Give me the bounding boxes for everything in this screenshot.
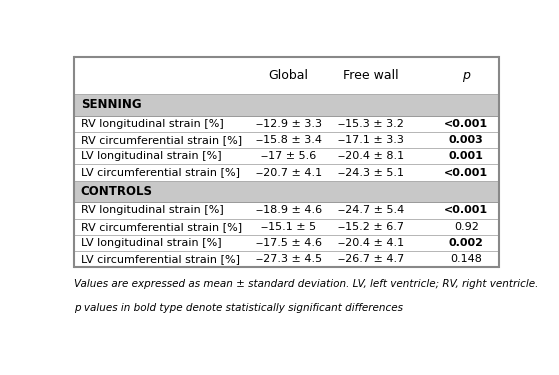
Bar <box>74 148 499 165</box>
Text: 0.001: 0.001 <box>449 152 484 161</box>
Text: ‒15.3 ± 3.2: ‒15.3 ± 3.2 <box>338 119 404 129</box>
Text: LV circumferential strain [%]: LV circumferential strain [%] <box>80 254 240 264</box>
Bar <box>74 251 499 267</box>
Text: ‒17 ± 5.6: ‒17 ± 5.6 <box>261 152 316 161</box>
Text: ‒17.5 ± 4.6: ‒17.5 ± 4.6 <box>255 238 321 248</box>
Text: ‒24.7 ± 5.4: ‒24.7 ± 5.4 <box>338 206 404 216</box>
Text: ‒12.9 ± 3.3: ‒12.9 ± 3.3 <box>255 119 321 129</box>
Bar <box>74 132 499 148</box>
Text: Free wall: Free wall <box>343 69 399 82</box>
Text: CONTROLS: CONTROLS <box>80 185 153 198</box>
Bar <box>74 202 499 219</box>
Text: p: p <box>462 69 470 82</box>
Text: RV circumferential strain [%]: RV circumferential strain [%] <box>80 135 242 145</box>
Bar <box>74 181 499 203</box>
Text: LV circumferential strain [%]: LV circumferential strain [%] <box>80 168 240 178</box>
Text: ‒20.4 ± 4.1: ‒20.4 ± 4.1 <box>338 238 404 248</box>
Bar <box>74 165 499 181</box>
Text: LV longitudinal strain [%]: LV longitudinal strain [%] <box>80 152 221 161</box>
Text: Global: Global <box>269 69 309 82</box>
Bar <box>74 219 499 235</box>
Bar <box>74 57 499 94</box>
Text: ‒20.4 ± 8.1: ‒20.4 ± 8.1 <box>338 152 404 161</box>
Text: Values are expressed as mean ± standard deviation. LV, left ventricle; RV, right: Values are expressed as mean ± standard … <box>74 279 538 289</box>
Text: 0.003: 0.003 <box>449 135 484 145</box>
Text: <0.001: <0.001 <box>444 119 489 129</box>
Text: <0.001: <0.001 <box>444 206 489 216</box>
Text: ‒15.1 ± 5: ‒15.1 ± 5 <box>261 222 316 232</box>
Text: ‒15.2 ± 6.7: ‒15.2 ± 6.7 <box>338 222 404 232</box>
Text: <0.001: <0.001 <box>444 168 489 178</box>
Text: RV circumferential strain [%]: RV circumferential strain [%] <box>80 222 242 232</box>
Text: p values in bold type denote statistically significant differences: p values in bold type denote statistical… <box>74 303 403 313</box>
Text: ‒24.3 ± 5.1: ‒24.3 ± 5.1 <box>338 168 404 178</box>
Text: ‒27.3 ± 4.5: ‒27.3 ± 4.5 <box>255 254 322 264</box>
Bar <box>74 235 499 251</box>
Text: ‒15.8 ± 3.4: ‒15.8 ± 3.4 <box>255 135 321 145</box>
Text: ‒17.1 ± 3.3: ‒17.1 ± 3.3 <box>338 135 404 145</box>
Text: RV longitudinal strain [%]: RV longitudinal strain [%] <box>80 206 224 216</box>
Text: 0.002: 0.002 <box>449 238 484 248</box>
Text: LV longitudinal strain [%]: LV longitudinal strain [%] <box>80 238 221 248</box>
Text: ‒26.7 ± 4.7: ‒26.7 ± 4.7 <box>338 254 404 264</box>
Text: SENNING: SENNING <box>80 98 141 111</box>
Text: ‒18.9 ± 4.6: ‒18.9 ± 4.6 <box>255 206 322 216</box>
Bar <box>74 94 499 116</box>
Text: 0.92: 0.92 <box>454 222 479 232</box>
Text: ‒20.7 ± 4.1: ‒20.7 ± 4.1 <box>255 168 322 178</box>
Bar <box>74 116 499 132</box>
Text: 0.148: 0.148 <box>451 254 482 264</box>
Text: RV longitudinal strain [%]: RV longitudinal strain [%] <box>80 119 224 129</box>
